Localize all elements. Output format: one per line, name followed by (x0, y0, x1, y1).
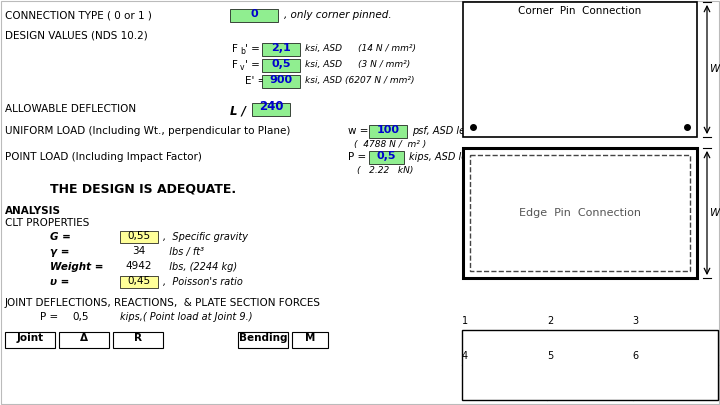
Text: 0,45: 0,45 (127, 276, 150, 286)
Text: ' =: ' = (245, 60, 260, 70)
Bar (252, 103, 290, 116)
Bar (463, 2, 697, 137)
Text: P =: P = (348, 152, 366, 162)
Text: ,  Specific gravity: , Specific gravity (163, 232, 248, 242)
Text: UNIFORM LOAD (Including Wt., perpendicular to Plane): UNIFORM LOAD (Including Wt., perpendicul… (5, 126, 290, 136)
Text: ALLOWABLE DEFLECTION: ALLOWABLE DEFLECTION (5, 104, 136, 114)
Text: w =: w = (348, 126, 369, 136)
Text: R: R (134, 333, 142, 343)
Text: M: M (305, 333, 315, 343)
Text: 5: 5 (547, 351, 554, 361)
Text: , only corner pinned.: , only corner pinned. (284, 10, 392, 20)
Text: 100: 100 (377, 125, 400, 135)
Bar (470, 155, 690, 271)
Text: P =: P = (40, 312, 58, 322)
Bar (113, 332, 163, 348)
Text: ksi, ASD: ksi, ASD (305, 60, 342, 69)
Text: lbs / ft³: lbs / ft³ (163, 247, 204, 257)
Text: Δ: Δ (80, 333, 88, 343)
Bar (369, 151, 404, 164)
Bar (262, 43, 300, 56)
Text: 4: 4 (462, 351, 468, 361)
Text: JOINT DEFLECTIONS, REACTIONS,  & PLATE SECTION FORCES: JOINT DEFLECTIONS, REACTIONS, & PLATE SE… (5, 298, 321, 308)
Text: (   2.22   kN): ( 2.22 kN) (357, 166, 413, 175)
Text: Edge  Pin  Connection: Edge Pin Connection (519, 208, 641, 218)
Bar (369, 125, 407, 138)
Text: ksi, ASD: ksi, ASD (305, 76, 342, 85)
Text: υ =: υ = (50, 277, 69, 287)
Text: 2: 2 (547, 316, 554, 326)
Bar (292, 332, 328, 348)
Text: L /: L / (230, 104, 250, 117)
Bar (120, 231, 158, 243)
Bar (462, 330, 718, 400)
Text: W: W (710, 64, 720, 75)
Text: 6: 6 (633, 351, 639, 361)
Text: 0,5: 0,5 (271, 59, 291, 69)
Text: 4942: 4942 (126, 261, 152, 271)
Text: 0: 0 (250, 9, 258, 19)
Text: F: F (232, 60, 238, 70)
Text: 1: 1 (462, 316, 468, 326)
Text: G =: G = (50, 232, 71, 242)
Text: (6207 N / mm²): (6207 N / mm²) (345, 76, 415, 85)
Text: W: W (710, 208, 720, 218)
Text: kips,( Point load at Joint 9.): kips,( Point load at Joint 9.) (120, 312, 253, 322)
Text: Weight =: Weight = (50, 262, 104, 272)
Text: Joint: Joint (17, 333, 44, 343)
Text: 3: 3 (633, 316, 639, 326)
Text: 240: 240 (258, 100, 283, 113)
Bar (120, 276, 158, 288)
Text: THE DESIGN IS ADEQUATE.: THE DESIGN IS ADEQUATE. (50, 183, 236, 196)
Text: Bending: Bending (239, 333, 287, 343)
Text: 900: 900 (269, 75, 292, 85)
Text: CLT PROPERTIES: CLT PROPERTIES (5, 218, 89, 228)
Text: 0,5: 0,5 (377, 151, 396, 161)
Text: ksi, ASD: ksi, ASD (305, 44, 342, 53)
Text: ,  Poisson's ratio: , Poisson's ratio (163, 277, 243, 287)
Text: psf, ASD level: psf, ASD level (412, 126, 480, 136)
Text: 0,5: 0,5 (72, 312, 89, 322)
Bar (5, 332, 55, 348)
Text: v: v (240, 63, 245, 72)
Text: CONNECTION TYPE ( 0 or 1 ): CONNECTION TYPE ( 0 or 1 ) (5, 10, 152, 20)
Text: 34: 34 (132, 246, 145, 256)
Text: Corner  Pin  Connection: Corner Pin Connection (518, 6, 642, 16)
Bar (230, 9, 278, 22)
Text: F: F (232, 44, 238, 54)
Text: DESIGN VALUES (NDS 10.2): DESIGN VALUES (NDS 10.2) (5, 30, 148, 40)
Text: 2,1: 2,1 (271, 43, 291, 53)
Text: (  4788 N /  m² ): ( 4788 N / m² ) (354, 140, 426, 149)
Text: ANALYSIS: ANALYSIS (5, 206, 61, 216)
Text: ' =: ' = (245, 44, 260, 54)
Text: γ =: γ = (50, 247, 70, 257)
Text: E' =: E' = (245, 76, 266, 86)
Bar (59, 332, 109, 348)
Text: (14 N / mm²): (14 N / mm²) (358, 44, 416, 53)
Text: 0,55: 0,55 (127, 231, 150, 241)
Text: b: b (240, 47, 245, 56)
Text: kips, ASD level: kips, ASD level (409, 152, 482, 162)
Bar (262, 75, 300, 88)
Bar (463, 148, 697, 278)
Text: (3 N / mm²): (3 N / mm²) (358, 60, 410, 69)
Bar (262, 59, 300, 72)
Bar (238, 332, 288, 348)
Text: lbs, (2244 kg): lbs, (2244 kg) (163, 262, 237, 272)
Text: POINT LOAD (Including Impact Factor): POINT LOAD (Including Impact Factor) (5, 152, 202, 162)
